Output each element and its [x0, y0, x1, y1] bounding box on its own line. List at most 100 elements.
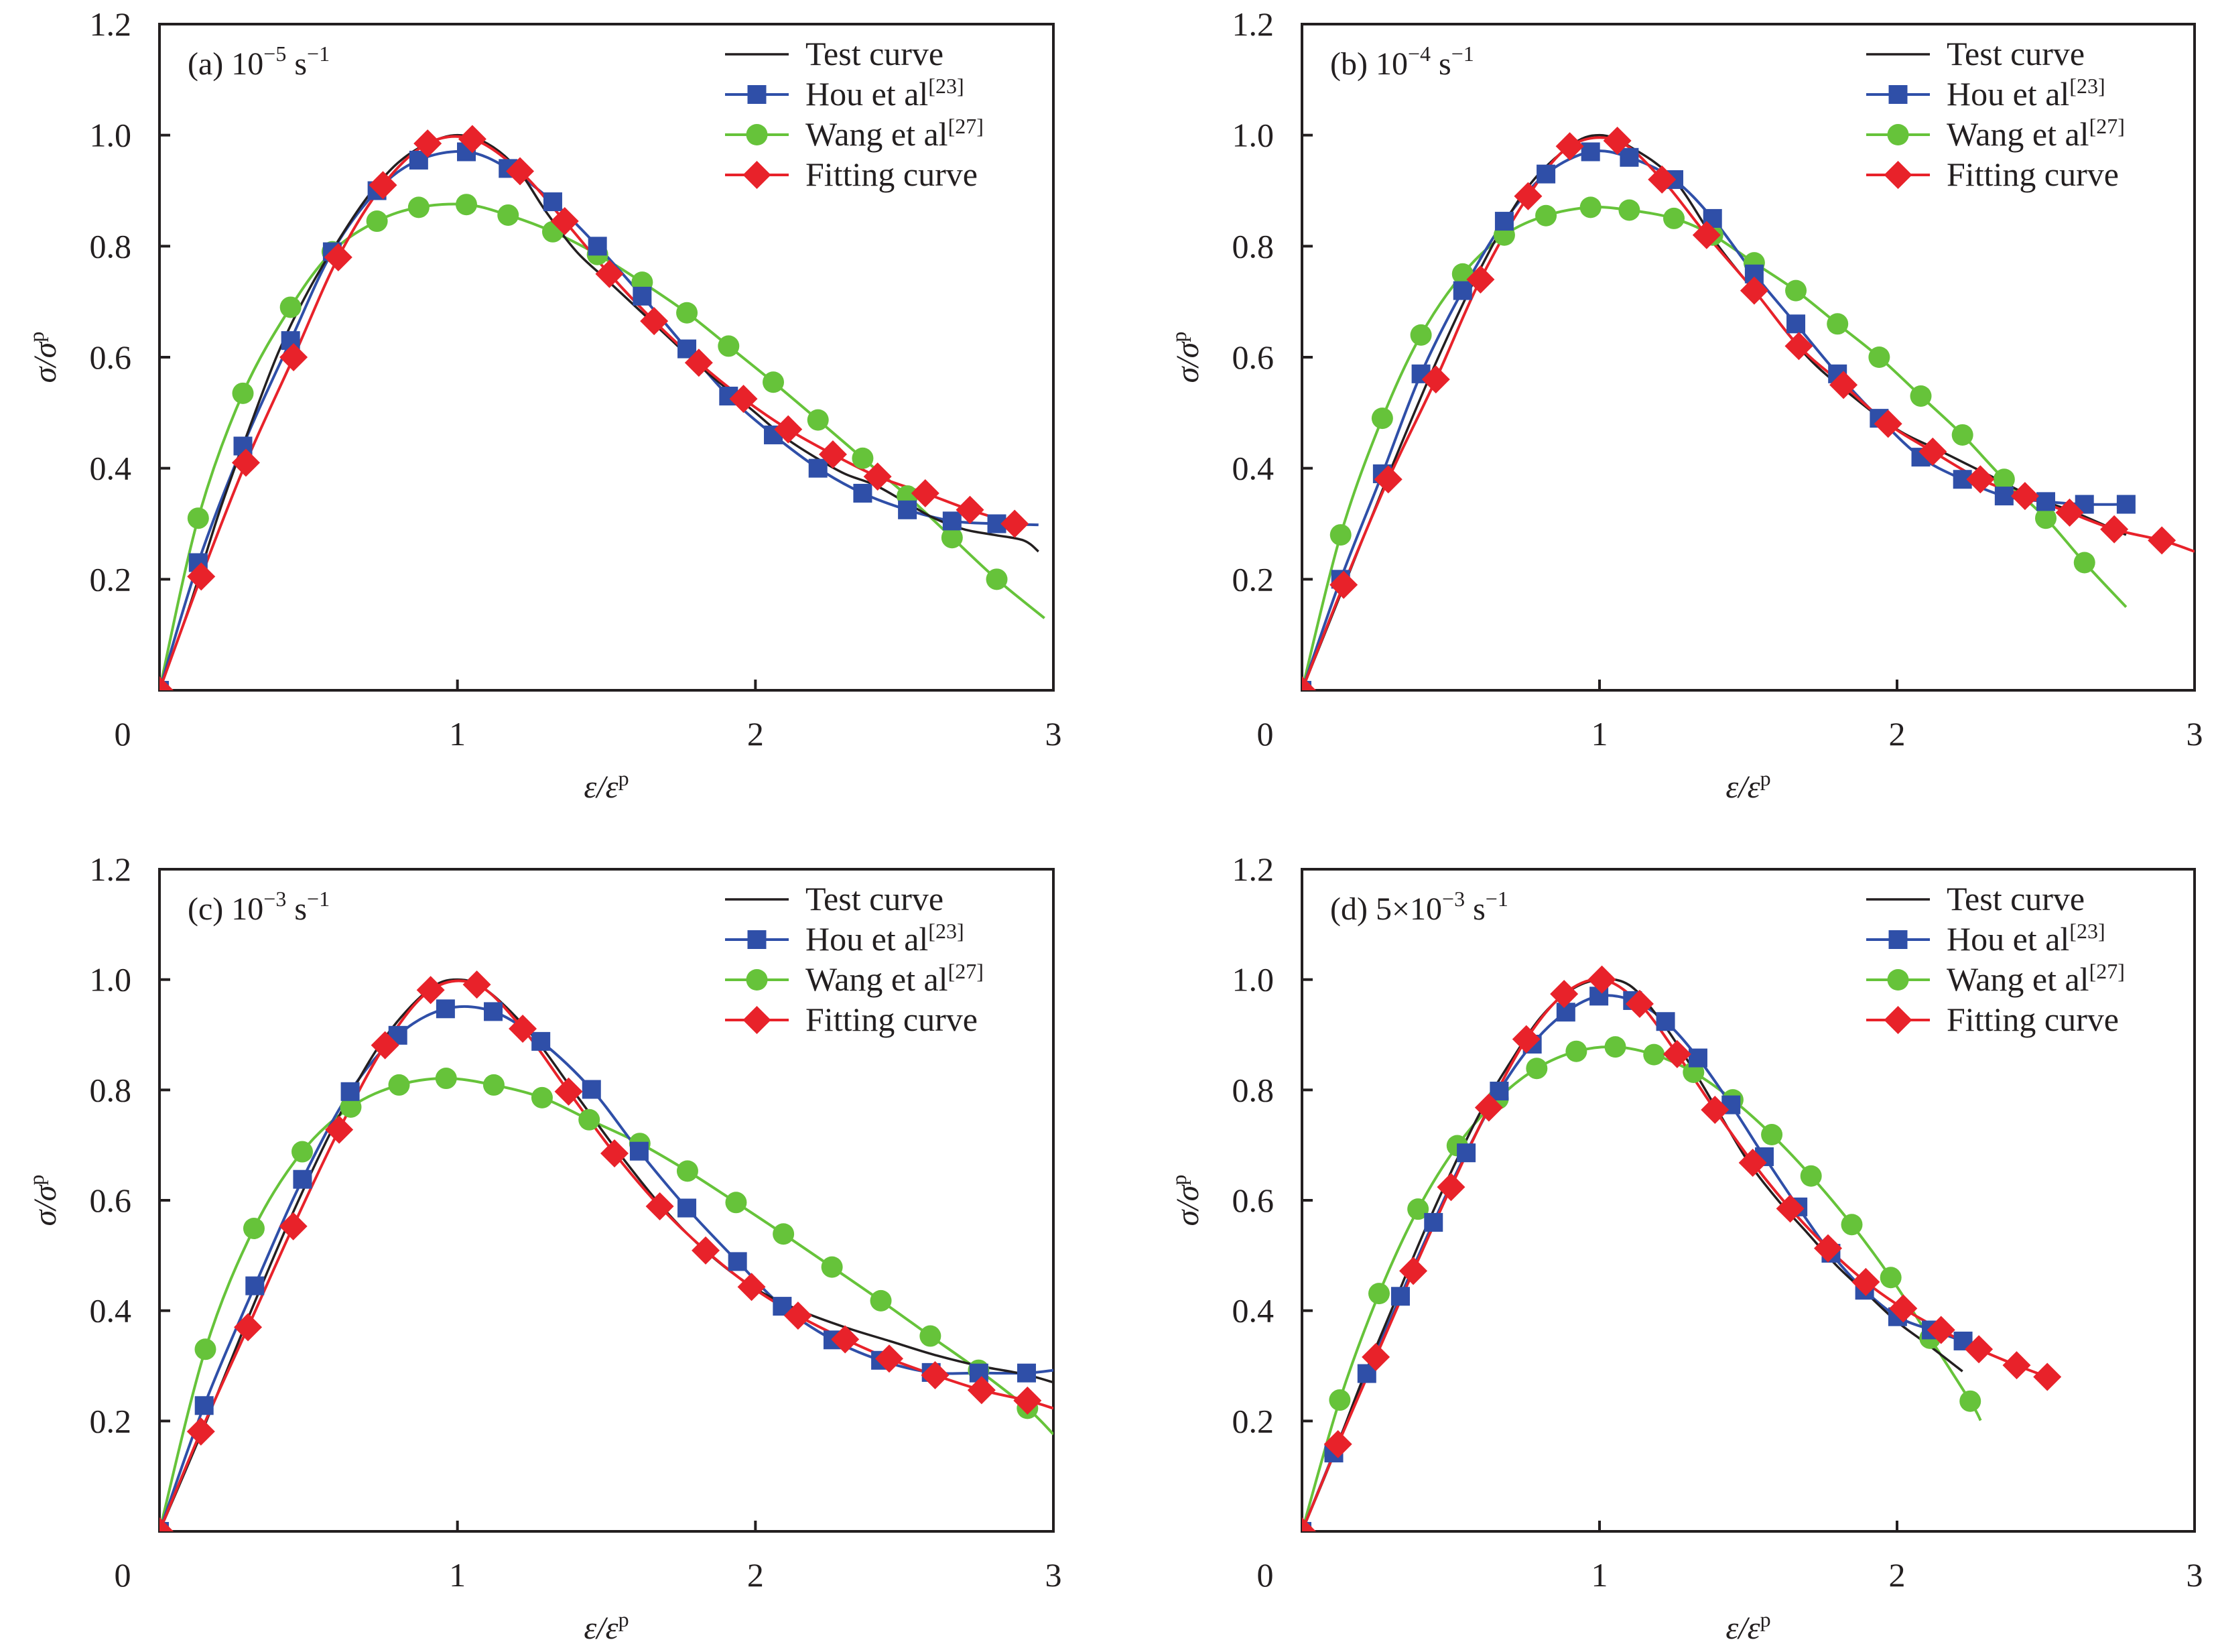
- panel-title-unit-exp: −1: [1486, 887, 1508, 911]
- x-axis-label: ε/εp: [1725, 1607, 1770, 1646]
- marker-hou: [245, 1276, 265, 1295]
- marker-fit: [1421, 365, 1450, 394]
- panel-c: 0.2 0.4 0.6 0.8 1.0 1.2 0 1 2 3 ε/εp σ/σp (c) 10−3 s…: [24, 850, 1062, 1646]
- marker-wang: [1841, 1214, 1863, 1236]
- marker-hou: [1490, 1081, 1509, 1100]
- marker-fit: [325, 1115, 354, 1144]
- y-axis-label: σ/σp: [24, 1175, 63, 1226]
- y-tick-label: 0.8: [1232, 1071, 1275, 1108]
- marker-hou: [543, 192, 562, 212]
- marker-fit: [2010, 482, 2039, 511]
- marker-fit: [737, 1273, 766, 1301]
- marker-wang: [1910, 385, 1932, 407]
- legend-label-text: Test curve: [1947, 880, 2085, 917]
- marker-fit: [159, 676, 174, 690]
- panel-title-prefix: (a) 10: [188, 46, 263, 82]
- legend-label-text: Wang et al: [1947, 115, 2089, 153]
- legend-marker-wang: [746, 124, 768, 145]
- marker-fit: [1437, 1173, 1465, 1202]
- marker-wang: [725, 1192, 747, 1214]
- marker-fit: [645, 1192, 674, 1221]
- marker-fit: [1323, 1429, 1352, 1458]
- marker-wang: [1827, 313, 1849, 335]
- marker-wang: [366, 210, 388, 233]
- marker-fit: [1918, 437, 1947, 466]
- panel-d: 0.2 0.4 0.6 0.8 1.0 1.2 0 1 2 3 ε/εp σ/σp (d) 5×10−3…: [1167, 850, 2203, 1646]
- marker-hou: [340, 1082, 360, 1101]
- x-tick-label: 2: [1889, 1556, 1906, 1594]
- marker-wang: [763, 371, 785, 393]
- marker-hou: [1017, 1363, 1036, 1383]
- marker-wang: [1526, 1058, 1548, 1080]
- marker-wang: [456, 194, 478, 216]
- marker-fit: [1966, 465, 1995, 494]
- marker-fit: [921, 1360, 950, 1389]
- legend-label: Hou et al[23]: [1947, 919, 2105, 958]
- y-tick-label: 0.6: [90, 338, 132, 376]
- legend-marker-fit: [1884, 1006, 1912, 1034]
- series-line-wang: [1302, 206, 2128, 690]
- legend-item-test: Test curve: [725, 35, 943, 72]
- marker-hou: [1688, 1048, 1707, 1068]
- marker-hou: [808, 458, 828, 478]
- legend-label: Wang et al[27]: [1947, 114, 2125, 153]
- legend-label-text: Hou et al: [805, 920, 928, 958]
- x-tick-label: 0: [1257, 1556, 1274, 1594]
- marker-wang: [1993, 468, 2015, 491]
- y-tick-label: 0.2: [1232, 560, 1275, 598]
- marker-fit: [1302, 676, 1316, 690]
- marker-fit: [1784, 332, 1813, 361]
- panel-title-exp: −5: [263, 42, 286, 66]
- panel-title-prefix: (c) 10: [188, 891, 263, 927]
- marker-wang: [1535, 204, 1557, 227]
- legend-item-wang: Wang et al[27]: [725, 959, 984, 998]
- marker-fit: [550, 207, 579, 236]
- marker-fit: [1701, 1095, 1730, 1124]
- marker-hou: [531, 1031, 551, 1051]
- legend-label-ref: [27]: [2089, 959, 2125, 983]
- marker-fit: [1474, 1093, 1503, 1122]
- panel-title-exp: −3: [263, 887, 286, 911]
- marker-fit: [1740, 276, 1768, 305]
- panel-title-unit: s: [1431, 46, 1451, 82]
- marker-fit: [416, 976, 445, 1005]
- marker-wang: [676, 1160, 698, 1182]
- marker-fit: [1399, 1257, 1428, 1285]
- marker-fit: [2033, 1362, 2062, 1391]
- marker-wang: [1663, 207, 1685, 229]
- panel-title: (b) 10−4 s−1: [1330, 42, 1474, 82]
- marker-fit: [1512, 1025, 1541, 1054]
- marker-wang: [1880, 1267, 1902, 1289]
- marker-wang: [1959, 1390, 1981, 1412]
- panel-title-prefix: (b) 10: [1330, 46, 1408, 82]
- series-line-test: [159, 978, 1053, 1531]
- plot-area: [1302, 126, 2195, 690]
- marker-wang: [919, 1325, 941, 1347]
- marker-wang: [1868, 346, 1890, 368]
- panel-title: (c) 10−3 s−1: [188, 887, 330, 927]
- x-tick-label: 2: [747, 715, 764, 753]
- legend-marker-hou: [747, 930, 767, 949]
- panel-title-unit: s: [286, 891, 307, 927]
- marker-fit: [371, 1031, 399, 1060]
- legend-label-text: Fitting curve: [805, 155, 978, 193]
- marker-hou: [2036, 492, 2055, 511]
- marker-fit: [1874, 409, 1902, 438]
- marker-fit: [1692, 220, 1721, 249]
- marker-wang: [1951, 424, 1973, 446]
- plot-area: [159, 970, 1053, 1531]
- marker-fit: [774, 415, 803, 444]
- panel-title-unit: s: [1465, 891, 1486, 927]
- legend-item-hou: Hou et al[23]: [1866, 919, 2105, 958]
- marker-hou: [633, 286, 652, 306]
- marker-hou: [1453, 281, 1472, 300]
- marker-fit: [234, 1313, 263, 1342]
- legend-label: Fitting curve: [805, 155, 978, 193]
- marker-wang: [1785, 279, 1807, 302]
- legend-label-text: Wang et al: [805, 115, 948, 153]
- legend-label: Fitting curve: [1947, 1001, 2119, 1038]
- marker-hou: [1537, 164, 1556, 184]
- marker-hou: [436, 999, 455, 1019]
- marker-hou: [1994, 487, 2014, 506]
